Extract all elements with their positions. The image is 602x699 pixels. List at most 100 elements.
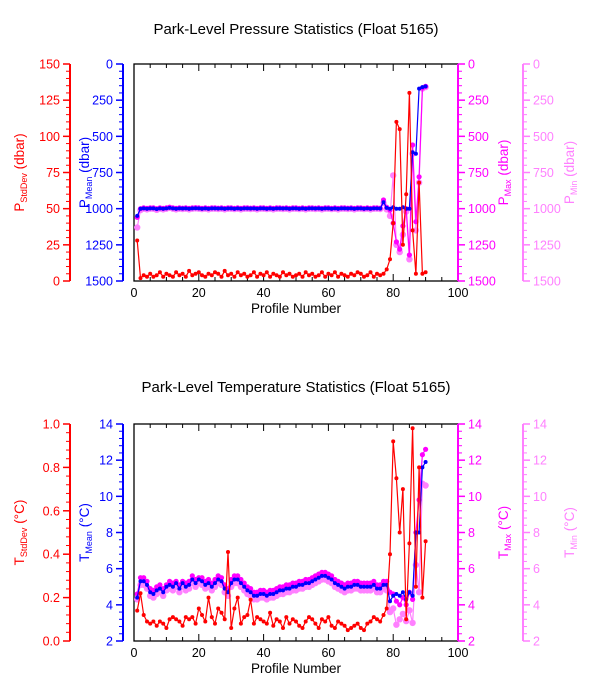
data-point <box>352 206 357 211</box>
data-point <box>190 206 195 211</box>
y-tick-label-sd: 100 <box>39 130 60 144</box>
data-point <box>417 180 422 185</box>
data-point <box>193 271 198 276</box>
data-point <box>368 584 373 589</box>
data-point <box>290 584 295 589</box>
data-point <box>229 271 234 276</box>
data-point <box>307 581 311 586</box>
series-line-P_Min <box>136 86 426 260</box>
data-point <box>238 206 243 211</box>
y-tick-label-mean: 500 <box>92 130 113 144</box>
data-point <box>394 206 399 211</box>
y-tick-label-min: 750 <box>533 166 554 180</box>
data-point <box>388 257 392 262</box>
data-point <box>407 90 412 95</box>
data-point <box>145 619 149 624</box>
data-point <box>391 221 396 226</box>
data-point <box>393 598 399 604</box>
data-point <box>154 588 159 593</box>
data-point <box>349 584 354 589</box>
data-point <box>352 582 357 587</box>
data-point <box>248 590 253 595</box>
data-point <box>219 610 224 615</box>
data-point <box>196 206 201 211</box>
data-point <box>423 446 429 452</box>
data-point <box>422 482 429 489</box>
data-point <box>216 606 221 611</box>
data-point <box>264 270 269 275</box>
data-point <box>235 206 240 211</box>
data-point <box>258 271 263 276</box>
data-point <box>193 206 198 211</box>
x-tick-label: 20 <box>192 286 206 300</box>
data-point <box>248 273 253 278</box>
data-point <box>381 613 386 617</box>
data-point <box>355 582 360 587</box>
data-point <box>310 206 315 211</box>
chart-title: Park-Level Pressure Statistics (Float 51… <box>153 21 438 38</box>
data-point <box>219 579 224 584</box>
data-point <box>303 206 308 211</box>
data-point <box>404 617 409 622</box>
data-point <box>281 270 285 275</box>
y-tick-label-sd: 125 <box>39 94 60 108</box>
data-point <box>339 206 344 211</box>
data-point <box>193 581 198 586</box>
data-point <box>365 621 370 626</box>
data-point <box>368 619 373 624</box>
x-tick-label: 60 <box>321 646 335 660</box>
data-point <box>222 268 227 273</box>
data-point <box>349 626 354 630</box>
data-point <box>164 271 169 276</box>
data-point <box>271 271 276 276</box>
data-point <box>281 206 285 211</box>
y-tick-label-min: 2 <box>533 635 540 649</box>
y-tick-label-max: 6 <box>468 562 475 576</box>
data-point <box>352 623 357 628</box>
y-tick-label-max: 8 <box>468 526 475 540</box>
data-point <box>332 581 337 586</box>
data-point <box>222 617 227 622</box>
data-point <box>203 619 208 624</box>
data-point <box>141 206 146 211</box>
data-point <box>413 584 418 589</box>
data-point <box>180 206 185 211</box>
y-tick-label-min: 0 <box>533 58 540 72</box>
data-point <box>423 539 428 544</box>
data-point <box>196 577 201 582</box>
series-T_StdDev <box>135 426 428 633</box>
data-point <box>406 256 413 263</box>
data-point <box>145 274 149 279</box>
data-point <box>229 626 234 630</box>
data-point <box>203 274 208 279</box>
y-tick-label-mean: 1500 <box>85 275 113 289</box>
data-point <box>213 206 217 211</box>
data-point <box>316 206 321 211</box>
x-tick-label: 80 <box>386 286 400 300</box>
data-point <box>180 623 185 628</box>
data-point <box>213 621 217 626</box>
data-point <box>342 206 347 211</box>
y-tick-label-mean: 4 <box>106 598 113 612</box>
data-point <box>342 273 347 278</box>
data-point <box>164 626 169 630</box>
y-tick-label-max: 1500 <box>468 275 496 289</box>
y-tick-label-max: 1250 <box>468 238 496 252</box>
data-point <box>400 590 405 595</box>
data-point <box>264 621 269 626</box>
series-P_Max <box>134 83 429 258</box>
y-tick-label-sd: 75 <box>46 166 60 180</box>
data-point <box>417 465 422 470</box>
data-point <box>419 452 425 458</box>
data-point <box>206 595 211 600</box>
y-tick-label-mean: 6 <box>106 562 113 576</box>
data-point <box>377 582 383 588</box>
y-tick-label-mean: 2 <box>106 635 113 649</box>
y-axis-label-mean: TMean (°C) <box>77 503 94 562</box>
data-point <box>167 617 172 622</box>
data-point <box>245 588 250 593</box>
data-point <box>164 206 169 211</box>
data-point <box>251 270 256 275</box>
data-point <box>196 606 201 611</box>
